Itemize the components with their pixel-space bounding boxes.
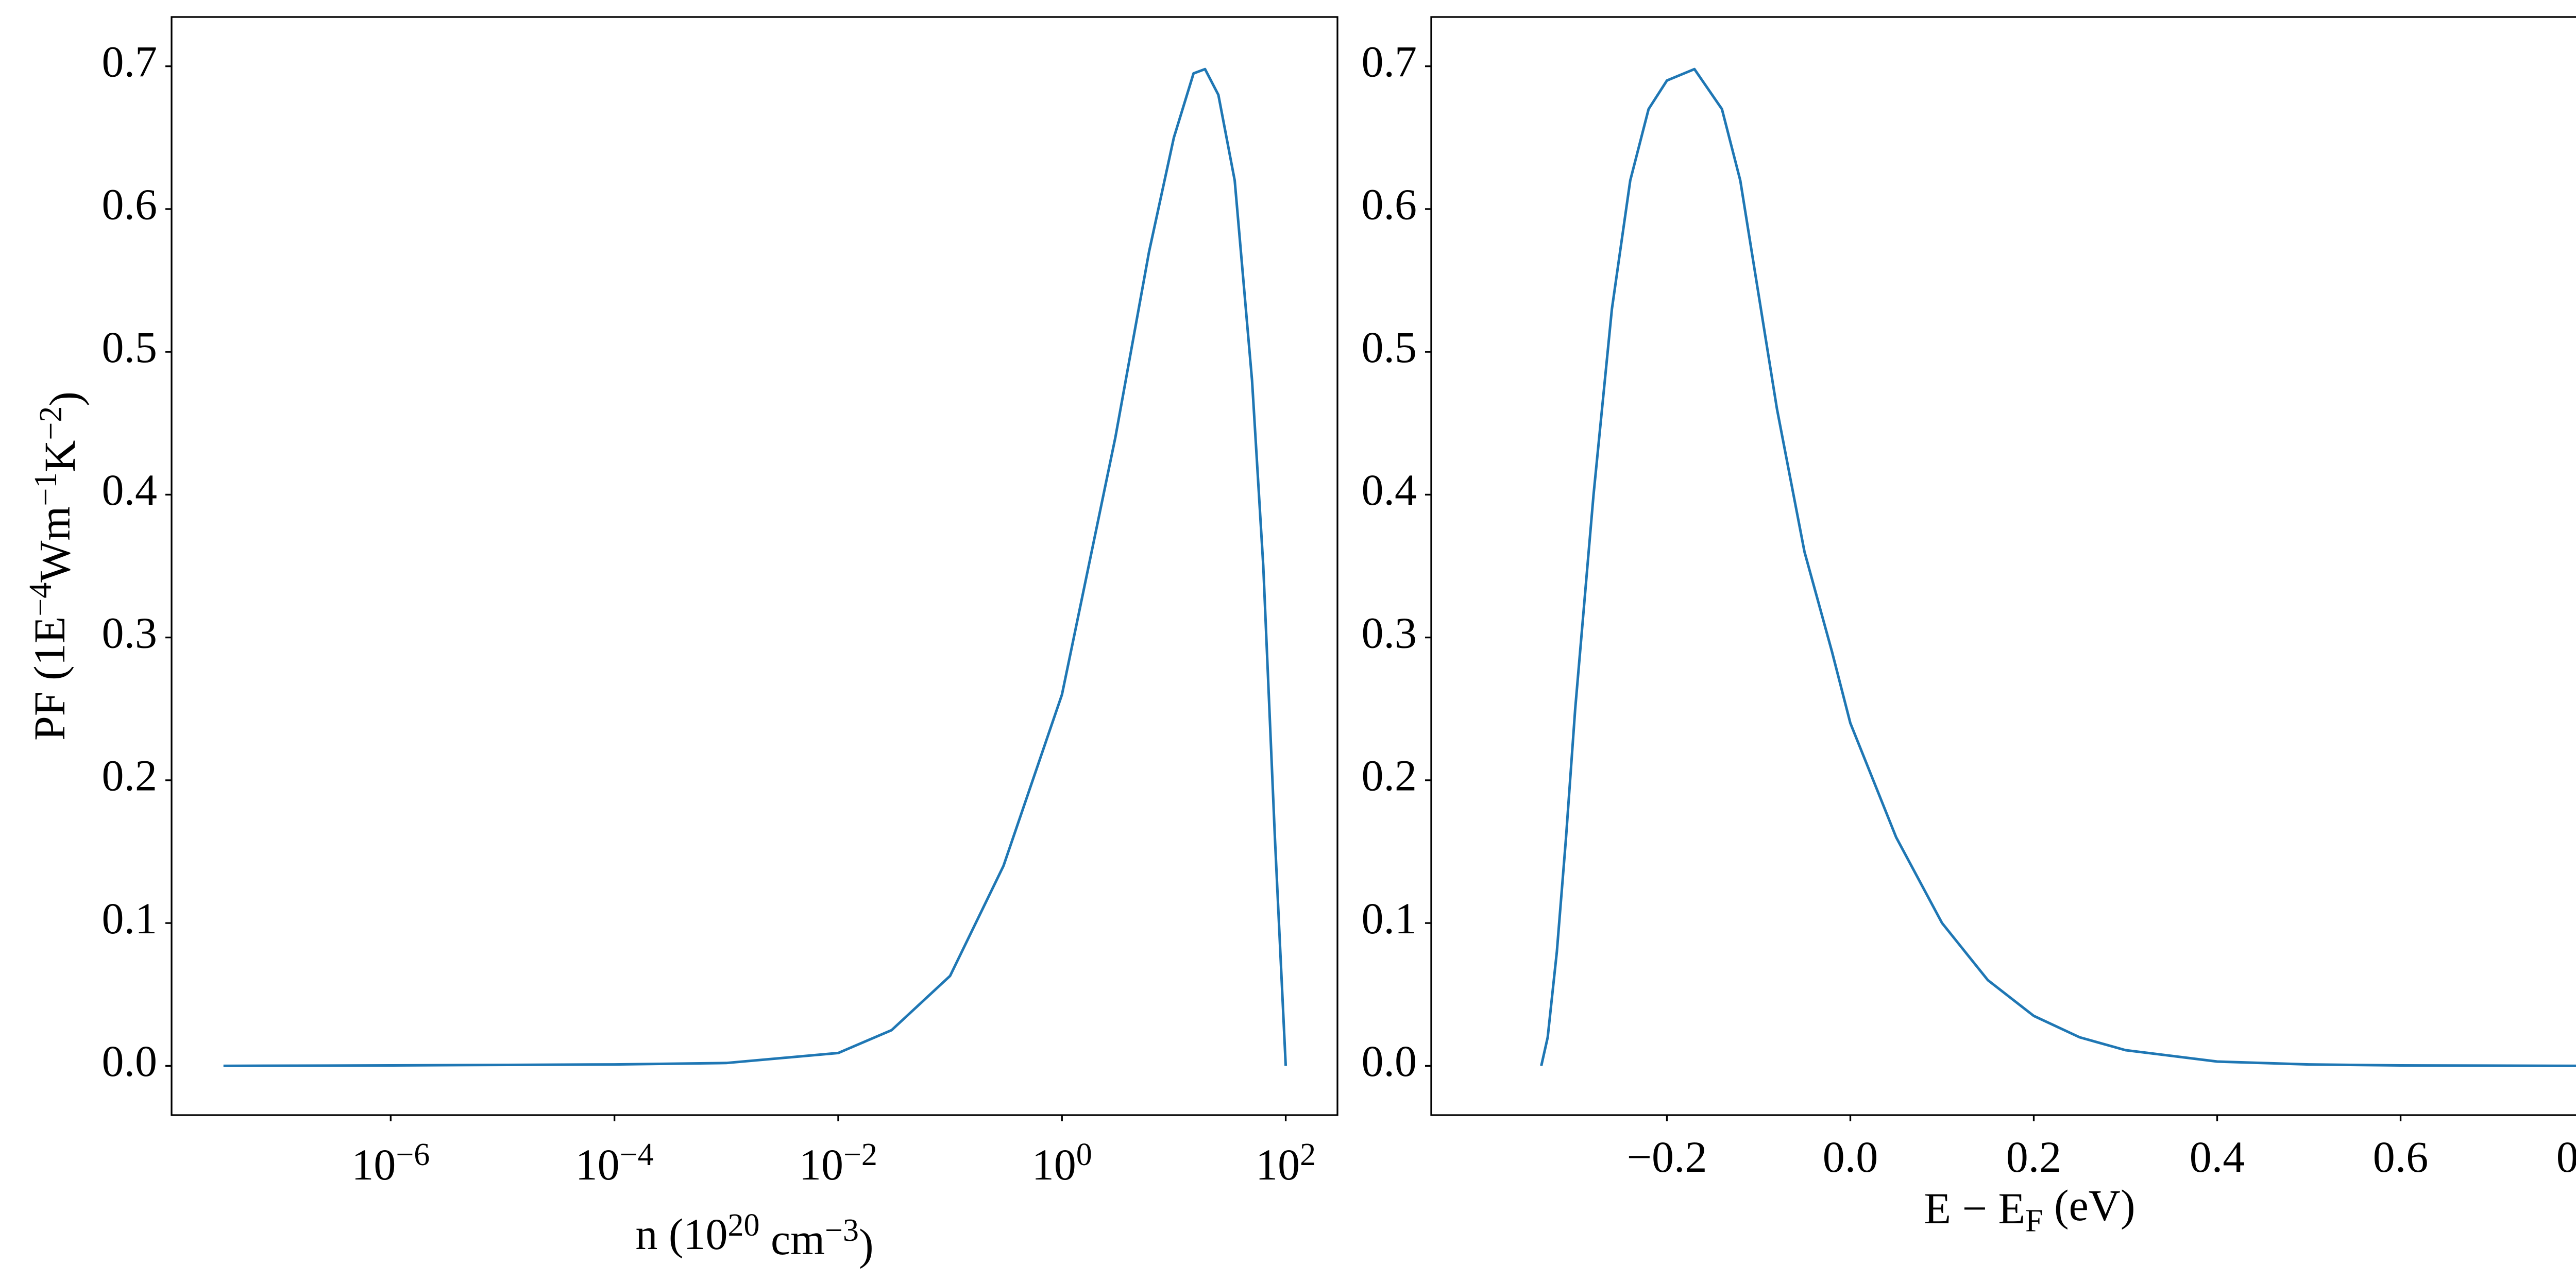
label-part: E − E — [1924, 1184, 2025, 1233]
tick-exponent: 2 — [1300, 1137, 1316, 1172]
tick-base: 10 — [1256, 1140, 1300, 1189]
label-part: 20 — [727, 1208, 759, 1243]
y-axis-label: PF (1E−4Wm−1K−2) — [23, 391, 90, 741]
y-tick-label: 0.7 — [1362, 37, 1417, 86]
tick-exponent: −6 — [396, 1137, 430, 1172]
y-tick-label: 0.2 — [1362, 751, 1417, 800]
y-tick-label: 0.5 — [1362, 322, 1417, 372]
label-part: PF (1E — [25, 617, 74, 741]
label-part: (eV) — [2043, 1181, 2136, 1230]
x-tick-label: 102 — [1256, 1137, 1316, 1189]
y-tick-label: 0.7 — [102, 37, 158, 86]
tick-base: 10 — [799, 1140, 843, 1189]
tick-exponent: −4 — [620, 1137, 654, 1172]
plot-frame — [171, 16, 1338, 1116]
x-tick-label: 0.8 — [2556, 1132, 2576, 1182]
x-tick-label: 10−6 — [351, 1137, 430, 1189]
label-part: ) — [859, 1220, 874, 1269]
label-part: cm — [759, 1215, 825, 1264]
plot-frame — [1430, 16, 2576, 1116]
label-part: Wm — [30, 506, 79, 583]
y-tick-label: 0.3 — [102, 608, 158, 657]
x-tick-label: −0.2 — [1626, 1132, 1707, 1182]
x-axis-label: E − EF (eV) — [1924, 1181, 2135, 1239]
tick-exponent: 0 — [1076, 1137, 1092, 1172]
y-tick-label: 0.1 — [102, 894, 158, 943]
label-part: n (10 — [635, 1209, 727, 1259]
tick-base: 10 — [575, 1140, 620, 1189]
x-tick-label: 10−4 — [575, 1137, 654, 1189]
data-line — [223, 67, 1287, 1067]
y-tick-label: 0.0 — [102, 1036, 158, 1086]
x-axis-label: n (1020 cm−3) — [635, 1208, 873, 1269]
y-tick-label: 0.6 — [102, 180, 158, 229]
y-tick-label: 0.5 — [102, 322, 158, 372]
y-tick-label: 0.1 — [1362, 894, 1417, 943]
y-tick-label: 0.0 — [1362, 1036, 1417, 1086]
x-tick-label: 10−2 — [799, 1137, 877, 1189]
x-tick-label: 0.4 — [2190, 1132, 2245, 1182]
label-part: −2 — [33, 406, 69, 440]
tick-base: 10 — [1032, 1140, 1076, 1189]
label-part: −4 — [23, 583, 58, 617]
y-tick-label: 0.6 — [1362, 180, 1417, 229]
label-part: K — [35, 440, 84, 472]
x-tick-label: 0.0 — [1823, 1132, 1878, 1182]
x-tick-label: 0.6 — [2373, 1132, 2429, 1182]
x-tick-label: 0.2 — [2006, 1132, 2062, 1182]
label-part: F — [2025, 1204, 2043, 1239]
y-tick-label: 0.4 — [1362, 465, 1417, 515]
data-line — [1540, 67, 2576, 1067]
tick-base: 10 — [351, 1140, 396, 1189]
label-part: ) — [40, 391, 90, 406]
label-part: −1 — [28, 472, 63, 506]
y-tick-label: 0.3 — [1362, 608, 1417, 657]
y-tick-label: 0.4 — [102, 465, 158, 515]
x-tick-label: 100 — [1032, 1137, 1092, 1189]
y-tick-label: 0.2 — [102, 751, 158, 800]
label-part: −3 — [825, 1213, 859, 1248]
tick-exponent: −2 — [843, 1137, 877, 1172]
